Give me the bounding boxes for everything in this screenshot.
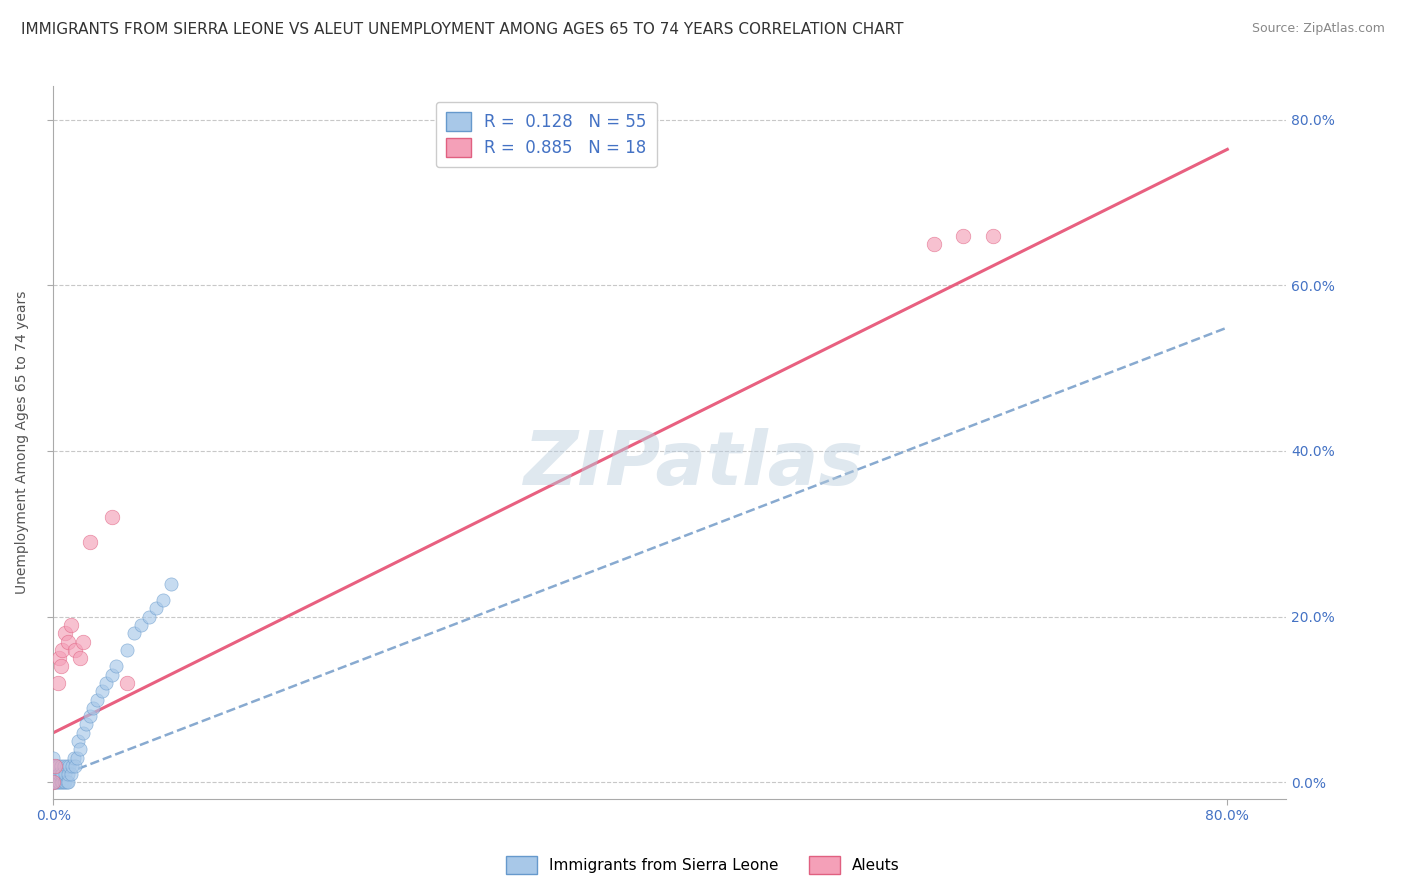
Point <box>45 759 67 773</box>
Point <box>63 750 86 764</box>
Point <box>42 775 65 789</box>
Legend: Immigrants from Sierra Leone, Aleuts: Immigrants from Sierra Leone, Aleuts <box>501 850 905 880</box>
Point <box>48 651 70 665</box>
Text: Source: ZipAtlas.com: Source: ZipAtlas.com <box>1251 22 1385 36</box>
Point <box>49 759 72 773</box>
Point <box>65 759 87 773</box>
Point <box>67 734 90 748</box>
Point <box>65 643 87 657</box>
Point <box>42 775 65 789</box>
Point <box>138 609 160 624</box>
Point <box>115 676 138 690</box>
Point <box>42 767 65 781</box>
Point <box>46 767 69 781</box>
Point <box>60 759 83 773</box>
Point <box>952 228 974 243</box>
Text: ZIPatlas: ZIPatlas <box>524 427 865 500</box>
Point <box>981 228 1004 243</box>
Point <box>72 634 94 648</box>
Point <box>75 717 97 731</box>
Point <box>79 709 101 723</box>
Point <box>44 767 66 781</box>
Point <box>42 767 65 781</box>
Point <box>42 750 65 764</box>
Point <box>105 659 128 673</box>
Point <box>42 759 65 773</box>
Point <box>52 759 75 773</box>
Point <box>101 667 124 681</box>
Point <box>51 775 73 789</box>
Point <box>51 643 73 657</box>
Point <box>46 775 69 789</box>
Point <box>86 692 108 706</box>
Point <box>49 775 72 789</box>
Point <box>42 775 65 789</box>
Point <box>56 775 79 789</box>
Point <box>66 750 89 764</box>
Point <box>51 767 73 781</box>
Point <box>42 775 65 789</box>
Point <box>56 634 79 648</box>
Point <box>159 576 181 591</box>
Point <box>53 626 76 640</box>
Point <box>922 236 945 251</box>
Point <box>52 775 75 789</box>
Point <box>115 643 138 657</box>
Point <box>69 651 91 665</box>
Text: IMMIGRANTS FROM SIERRA LEONE VS ALEUT UNEMPLOYMENT AMONG AGES 65 TO 74 YEARS COR: IMMIGRANTS FROM SIERRA LEONE VS ALEUT UN… <box>21 22 904 37</box>
Point <box>44 759 66 773</box>
Point <box>45 767 67 781</box>
Point <box>44 775 66 789</box>
Point <box>131 618 153 632</box>
Point <box>45 775 67 789</box>
Point <box>48 767 70 781</box>
Point <box>59 618 82 632</box>
Point <box>48 775 70 789</box>
Point <box>49 659 72 673</box>
Point <box>53 775 76 789</box>
Point <box>69 742 91 756</box>
Point <box>122 626 145 640</box>
Point <box>82 701 104 715</box>
Point <box>55 759 77 773</box>
Point <box>145 601 167 615</box>
Y-axis label: Unemployment Among Ages 65 to 74 years: Unemployment Among Ages 65 to 74 years <box>15 291 30 594</box>
Point <box>55 775 77 789</box>
Point <box>59 767 82 781</box>
Point <box>101 510 124 524</box>
Point <box>152 593 174 607</box>
Point <box>46 759 69 773</box>
Point <box>46 676 69 690</box>
Point <box>49 767 72 781</box>
Point <box>90 684 112 698</box>
Point <box>58 759 80 773</box>
Point <box>53 767 76 781</box>
Point <box>42 759 65 773</box>
Point <box>79 535 101 549</box>
Point <box>56 767 79 781</box>
Point <box>72 725 94 739</box>
Point <box>94 676 117 690</box>
Legend: R =  0.128   N = 55, R =  0.885   N = 18: R = 0.128 N = 55, R = 0.885 N = 18 <box>436 102 657 167</box>
